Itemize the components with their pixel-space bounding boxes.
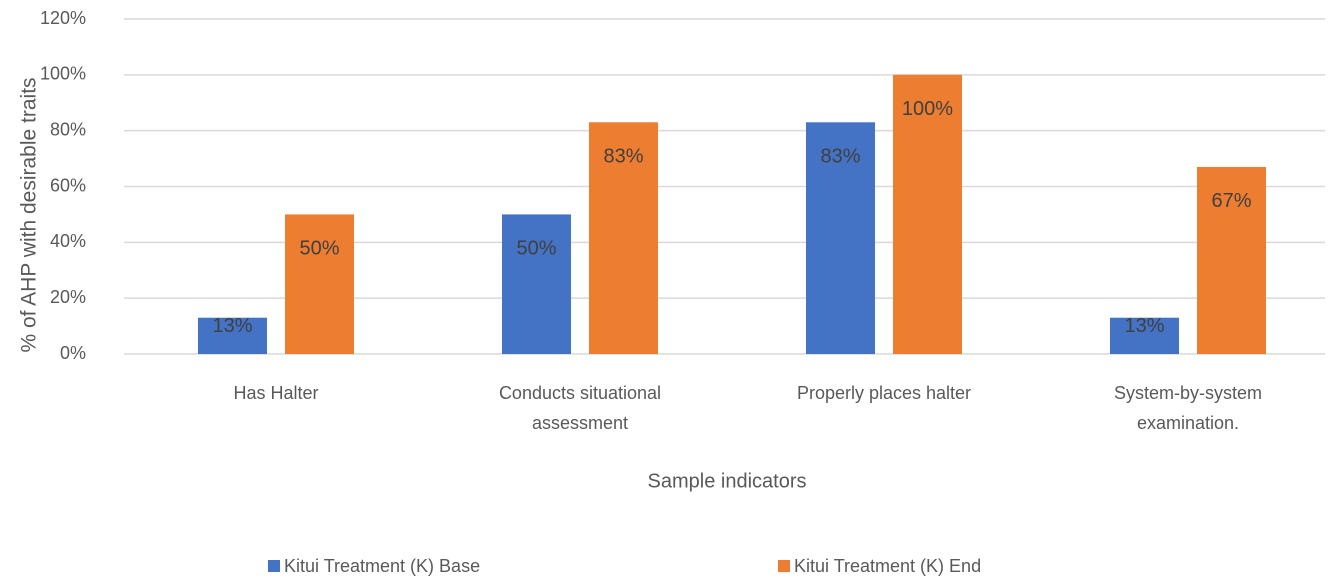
bar (1110, 317, 1179, 354)
legend-label: Kitui Treatment (K) End (794, 556, 981, 576)
legend-label: Kitui Treatment (K) Base (284, 556, 480, 576)
legend-swatch (268, 560, 280, 572)
data-label: 50% (516, 238, 556, 260)
bar (198, 317, 267, 354)
bar (285, 214, 354, 354)
bar (806, 122, 875, 355)
data-label: 13% (1124, 315, 1164, 337)
x-axis-title: Sample indicators (648, 470, 807, 492)
y-tick-label: 120% (40, 8, 86, 28)
x-tick-label: System-by-system examination. (1113, 383, 1263, 433)
x-tick-label: Properly places halter (796, 383, 972, 403)
bar (893, 74, 962, 354)
legend-swatch (778, 560, 790, 572)
y-tick-label: 60% (50, 175, 86, 195)
data-label: 83% (603, 146, 643, 168)
bar (502, 214, 571, 354)
data-label: 83% (820, 146, 860, 168)
y-tick-label: 80% (50, 119, 86, 139)
data-label: 13% (212, 315, 252, 337)
y-tick-label: 20% (50, 287, 86, 307)
y-tick-label: 0% (60, 343, 86, 363)
data-label: 67% (1211, 190, 1251, 212)
x-tick-label: Conducts situational assessment (498, 383, 662, 433)
y-tick-label: 100% (40, 64, 86, 84)
y-axis-title: % of AHP with desirable traits (18, 77, 41, 352)
data-label: 100% (902, 98, 953, 120)
bar (589, 122, 658, 355)
data-label: 50% (299, 238, 339, 260)
y-tick-label: 40% (50, 231, 86, 251)
x-tick-label: Has Halter (233, 383, 319, 403)
bar (1197, 166, 1266, 354)
